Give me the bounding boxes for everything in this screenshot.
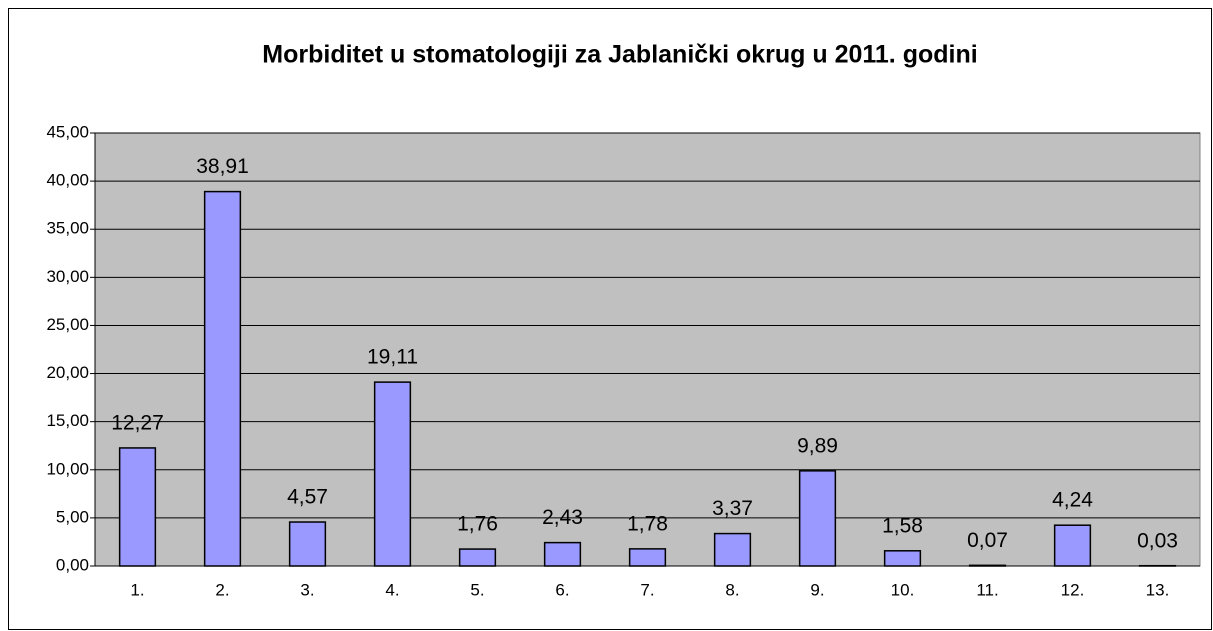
chart-title: Morbiditet u stomatologiji za Jablanički… [262,41,977,69]
data-label: 4,24 [1052,489,1093,512]
x-tick-label: 5. [470,580,484,599]
data-label: 3,37 [712,497,753,520]
x-tick-label: 7. [640,580,654,599]
bar [798,470,837,567]
data-label: 38,91 [196,155,249,178]
bar [373,381,412,567]
bar [628,548,667,567]
y-tick-label: 40,00 [46,171,89,190]
x-tick-label: 1. [130,580,144,599]
data-label: 4,57 [287,486,328,509]
data-label: 2,43 [542,506,583,529]
x-tick-label: 8. [725,580,739,599]
bar [713,532,752,567]
x-tick-label: 13. [1146,580,1170,599]
data-label: 19,11 [367,346,418,369]
y-tick-label: 5,00 [56,507,89,526]
y-tick-label: 0,00 [56,555,89,574]
bar [203,190,242,567]
y-tick-label: 35,00 [46,219,89,238]
y-tick-label: 25,00 [46,315,89,334]
y-tick-label: 30,00 [46,267,89,286]
data-label: 0,07 [967,529,1008,552]
x-tick-label: 2. [215,580,229,599]
bar [288,521,327,567]
y-tick-label: 10,00 [46,459,89,478]
y-tick-label: 15,00 [46,411,89,430]
bar [543,541,582,567]
data-label: 1,78 [627,512,668,535]
data-label: 1,58 [882,514,923,537]
bar [458,548,497,567]
bar [968,564,1007,567]
bar [883,550,922,567]
x-tick-label: 10. [891,580,915,599]
data-label: 12,27 [111,411,164,434]
data-label: 0,03 [1137,529,1178,552]
plot-area [94,132,1201,567]
y-tick-label: 45,00 [46,122,89,141]
x-tick-label: 6. [555,580,569,599]
bar [1053,524,1092,567]
x-tick-label: 4. [385,580,399,599]
bar [118,447,157,567]
y-tick-label: 20,00 [46,363,89,382]
x-tick-label: 11. [976,580,998,599]
x-tick-label: 3. [300,580,314,599]
x-tick-label: 9. [810,580,824,599]
data-label: 1,76 [457,513,498,536]
x-tick-label: 12. [1061,580,1085,599]
data-label: 9,89 [797,434,838,457]
